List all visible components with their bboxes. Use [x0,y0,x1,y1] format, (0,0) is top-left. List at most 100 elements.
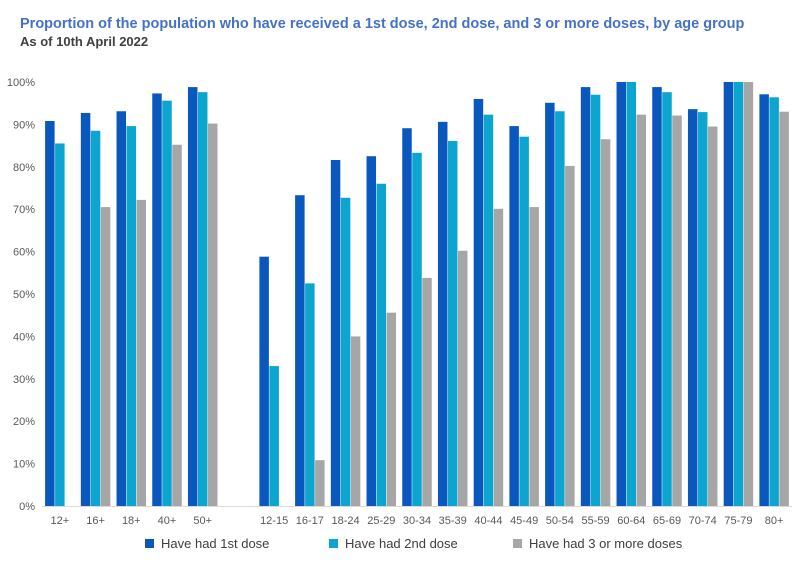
x-tick-label: 50+ [193,515,212,527]
bar [162,100,172,506]
bar [116,111,127,507]
y-tick-label: 40% [13,331,35,343]
x-tick-label: 60-64 [617,515,645,527]
chart-title: Proportion of the population who have re… [20,16,745,32]
y-tick-label: 90% [13,119,35,131]
bar [457,250,468,506]
bar [733,82,744,506]
legend-item-1st-dose: Have had 1st dose [145,536,269,551]
x-tick-label: 16+ [86,515,105,527]
y-tick-label: 70% [13,204,35,216]
bar [759,94,769,507]
y-tick-label: 60% [13,247,35,259]
bar [386,312,397,506]
legend-swatch-3-or-more-doses [513,539,522,548]
bar [743,82,754,506]
x-tick-label: 40-44 [474,515,502,527]
bar [529,207,539,506]
y-tick-label: 50% [13,289,35,301]
bar [207,123,218,506]
y-tick-label: 80% [13,162,35,174]
y-tick-label: 30% [13,374,35,386]
bar [259,256,269,506]
x-tick-label: 40+ [158,515,177,527]
x-tick-label: 25-29 [367,515,395,527]
bar [493,208,504,506]
bar [315,460,325,506]
bar [269,366,279,506]
bar [636,114,647,506]
bar [45,121,55,507]
bar [707,126,718,507]
legend-swatch-1st-dose [145,539,154,548]
bar [545,102,555,506]
bar [350,336,361,506]
bar [626,82,637,506]
chart-legend: Have had 1st dose Have had 2nd dose Have… [0,536,800,556]
legend-swatch-2nd-dose [329,539,338,548]
x-tick-label: 16-17 [296,515,324,527]
bar [136,199,147,506]
bar [295,195,305,506]
x-tick-label: 18-24 [332,515,360,527]
bar [580,87,591,506]
bar [769,97,779,506]
bar [779,111,789,507]
bar [565,165,575,506]
bar [412,152,422,507]
bar [509,126,519,506]
x-tick-label: 12-15 [260,515,288,527]
y-tick-label: 10% [13,459,35,471]
bar [55,143,65,507]
bar [422,277,432,506]
bar [662,92,672,507]
x-tick-label: 50-54 [546,515,574,527]
bar [616,82,627,506]
bar [652,87,662,506]
bar [687,109,698,507]
bar [152,93,162,506]
x-tick-label: 18+ [122,515,141,527]
title-block: Proportion of the population who have re… [20,15,780,50]
bar [197,92,208,507]
bar [555,111,565,507]
bar [330,160,341,507]
bar [519,136,529,507]
bar [723,82,734,506]
x-tick-label: 80+ [765,515,784,527]
x-tick-label: 30-34 [403,515,431,527]
bar [340,197,351,506]
legend-label-2nd-dose: Have had 2nd dose [345,536,458,551]
x-tick-label: 12+ [51,515,70,527]
x-tick-label: 55-59 [582,515,610,527]
bar [600,139,611,507]
bar [172,144,182,506]
bar [697,112,708,506]
bar [483,114,494,506]
bar [366,156,377,506]
bar [80,112,91,507]
bar [672,115,682,506]
x-tick-label: 65-69 [653,515,681,527]
y-tick-label: 0% [19,501,35,513]
x-tick-label: 45-49 [510,515,538,527]
legend-item-3-or-more-doses: Have had 3 or more doses [513,536,682,551]
bar [100,207,111,506]
x-tick-label: 70-74 [689,515,717,527]
bar [437,121,448,506]
bar [376,183,387,506]
y-tick-label: 100% [7,77,35,89]
bar [473,98,484,507]
bar [590,94,601,506]
bar [447,140,458,506]
bar [187,87,198,506]
x-tick-label: 35-39 [439,515,467,527]
bar [402,128,412,506]
legend-item-2nd-dose: Have had 2nd dose [329,536,458,551]
chart-subtitle: As of 10th April 2022 [20,34,149,49]
y-tick-label: 20% [13,416,35,428]
x-tick-label: 75-79 [724,515,752,527]
legend-label-3-or-more-doses: Have had 3 or more doses [529,536,683,551]
bar [305,283,315,506]
